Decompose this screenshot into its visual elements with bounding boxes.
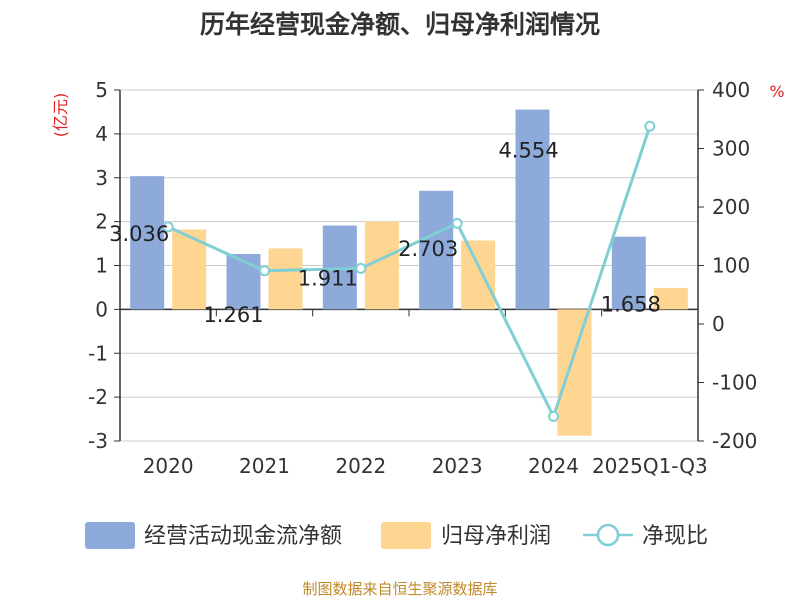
ratio-point xyxy=(162,221,174,233)
y-left-unit: (亿元) xyxy=(51,93,70,138)
y-right-unit: % xyxy=(769,82,784,101)
bar-profit xyxy=(653,287,688,310)
source-note: 制图数据来自恒生聚源数据库 xyxy=(302,580,497,598)
ratio-point xyxy=(451,217,463,229)
bar-cashflow xyxy=(611,236,646,310)
bar-cashflow xyxy=(130,176,165,310)
bar-cashflow xyxy=(419,190,454,310)
legend-item-cashflow[interactable]: 经营活动现金流净额 xyxy=(85,522,342,549)
bar-profit xyxy=(268,248,303,310)
x-tick-label: 2020 xyxy=(143,454,194,478)
y-right-tick-label: 100 xyxy=(712,254,750,278)
ratio-line xyxy=(162,120,656,422)
data-label-cashflow: 1.658 xyxy=(601,293,661,317)
y-left-tick-label: 0 xyxy=(95,297,108,321)
y-left-tick-label: 2 xyxy=(95,210,108,234)
ratio-point xyxy=(548,410,559,422)
ratio-point xyxy=(355,262,367,274)
legend-item-ratio[interactable]: 净现比 xyxy=(583,523,708,549)
legend-swatch-cashflow xyxy=(85,522,135,549)
legend-label-ratio: 净现比 xyxy=(642,524,708,549)
gridlines xyxy=(120,89,698,442)
bars xyxy=(130,109,688,436)
bar-cashflow xyxy=(226,254,261,310)
y-right-tick-label: -100 xyxy=(712,371,757,395)
y-right-tick-label: 0 xyxy=(712,312,725,336)
data-labels: 3.036 1.261 1.911 2.703 4.554 1.658 xyxy=(109,139,661,327)
legend-label-profit: 归母净利润 xyxy=(441,524,551,549)
y-right-tick-label: 400 xyxy=(712,78,750,102)
x-tick-label: 2023 xyxy=(432,454,483,478)
legend-label-cashflow: 经营活动现金流净额 xyxy=(144,524,342,549)
bar-cashflow xyxy=(515,109,550,310)
y-right-tick-label: 200 xyxy=(712,195,750,219)
data-label-cashflow: 3.036 xyxy=(109,222,169,246)
y-left-tick-label: 4 xyxy=(95,122,108,146)
y-left-tick-label: -3 xyxy=(88,429,108,453)
data-label-cashflow: 2.703 xyxy=(398,237,458,261)
x-tick-label: 2021 xyxy=(239,454,290,478)
data-label-cashflow: 1.261 xyxy=(203,303,263,327)
legend-marker-ratio xyxy=(596,523,620,547)
y-left-tick-label: 3 xyxy=(95,166,108,190)
y-left-tick-label: -1 xyxy=(88,341,108,365)
legend: 经营活动现金流净额 归母净利润 净现比 xyxy=(85,522,708,549)
data-label-cashflow: 4.554 xyxy=(498,139,558,163)
x-tick-label: 2025Q1-Q3 xyxy=(592,454,708,478)
y-left-tick-label: 1 xyxy=(95,254,108,278)
x-tick-label: 2024 xyxy=(528,454,579,478)
y-left-tick-label: 5 xyxy=(95,78,108,102)
y-right-tick-label: 300 xyxy=(712,137,750,161)
bar-profit xyxy=(461,240,496,310)
axes: 5 4 3 2 1 0 -1 -2 -3 400 300 200 100 0 -100 -200 2020 202… xyxy=(88,78,757,478)
legend-swatch-profit xyxy=(381,522,431,549)
ratio-point xyxy=(259,265,270,277)
chart-title: 历年经营现金净额、归母净利润情况 xyxy=(200,10,600,39)
data-label-cashflow: 1.911 xyxy=(298,267,358,291)
ratio-point xyxy=(644,120,656,132)
y-right-tick-label: -200 xyxy=(712,429,757,453)
y-left-tick-label: -2 xyxy=(88,385,108,409)
bar-profit xyxy=(557,309,592,436)
legend-item-profit[interactable]: 归母净利润 xyxy=(381,522,551,549)
x-tick-label: 2022 xyxy=(335,454,386,478)
ratio-polyline xyxy=(167,125,652,421)
